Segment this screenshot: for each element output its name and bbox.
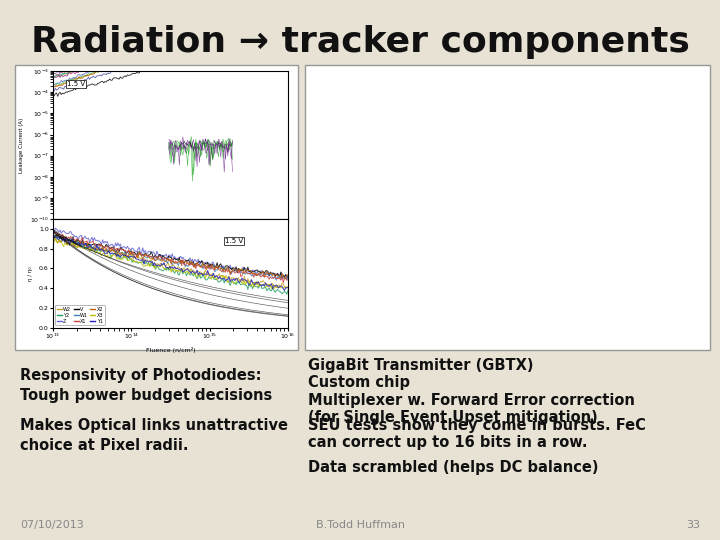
Text: 1.5 V: 1.5 V [67, 81, 85, 87]
Y-axis label: Leakage Current (A): Leakage Current (A) [19, 118, 24, 173]
Text: Responsivity of Photodiodes:: Responsivity of Photodiodes: [20, 368, 261, 383]
Text: SEU tests show they come in bursts. FeC
can correct up to 16 bits in a row.: SEU tests show they come in bursts. FeC … [308, 418, 646, 450]
Bar [305, 65, 710, 350]
Text: Tough power budget decisions: Tough power budget decisions [20, 388, 272, 403]
Text: B.Todd Huffman: B.Todd Huffman [315, 520, 405, 530]
Legend: W2, Y2, Z, V, W1, X1, X2, X3, Y1: W2, Y2, Z, V, W1, X1, X2, X3, Y1 [55, 305, 104, 325]
Y-axis label: η / η₀: η / η₀ [28, 266, 33, 281]
Text: Makes Optical links unattractive: Makes Optical links unattractive [20, 418, 288, 433]
Text: 07/10/2013: 07/10/2013 [20, 520, 84, 530]
X-axis label: Fluence (n/cm²): Fluence (n/cm²) [145, 347, 195, 353]
Bar [15, 65, 298, 350]
Text: Data scrambled (helps DC balance): Data scrambled (helps DC balance) [308, 460, 598, 475]
Text: 33: 33 [686, 520, 700, 530]
Text: choice at Pixel radii.: choice at Pixel radii. [20, 438, 189, 453]
Text: 1.5 V: 1.5 V [225, 238, 243, 244]
Text: Radiation → tracker components: Radiation → tracker components [30, 25, 690, 59]
Text: GigaBit Transmitter (GBTX)
Custom chip
Multiplexer w. Forward Error correction
(: GigaBit Transmitter (GBTX) Custom chip M… [308, 358, 635, 425]
